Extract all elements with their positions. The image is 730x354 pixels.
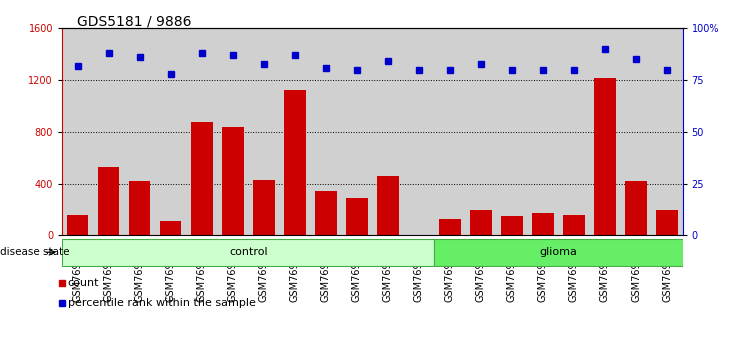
Bar bbox=[377, 176, 399, 235]
Bar bbox=[62, 239, 434, 266]
Bar bbox=[434, 28, 466, 235]
Bar bbox=[310, 28, 342, 235]
Bar bbox=[625, 181, 647, 235]
Bar bbox=[563, 215, 585, 235]
Text: control: control bbox=[229, 247, 267, 257]
Bar bbox=[155, 28, 186, 235]
Bar bbox=[496, 28, 528, 235]
Bar bbox=[253, 180, 274, 235]
Bar bbox=[558, 28, 590, 235]
Bar bbox=[346, 198, 368, 235]
Bar bbox=[93, 28, 124, 235]
Bar bbox=[279, 28, 310, 235]
Bar bbox=[466, 28, 496, 235]
Bar bbox=[590, 28, 620, 235]
Bar bbox=[528, 28, 558, 235]
Bar bbox=[501, 216, 523, 235]
Text: GDS5181 / 9886: GDS5181 / 9886 bbox=[77, 14, 191, 28]
Bar bbox=[248, 28, 279, 235]
Bar bbox=[532, 213, 554, 235]
Text: count: count bbox=[68, 278, 99, 288]
Bar bbox=[124, 28, 155, 235]
Bar bbox=[594, 78, 616, 235]
Bar bbox=[160, 221, 182, 235]
Bar bbox=[284, 91, 306, 235]
Text: glioma: glioma bbox=[539, 247, 577, 257]
Bar bbox=[222, 127, 244, 235]
Bar bbox=[342, 28, 372, 235]
Bar bbox=[652, 28, 683, 235]
Bar bbox=[620, 28, 652, 235]
Bar bbox=[470, 210, 492, 235]
Bar bbox=[186, 28, 218, 235]
Bar bbox=[315, 192, 337, 235]
Bar bbox=[128, 181, 150, 235]
Text: disease state: disease state bbox=[0, 247, 69, 257]
Bar bbox=[98, 167, 120, 235]
Text: percentile rank within the sample: percentile rank within the sample bbox=[68, 298, 256, 308]
Bar bbox=[434, 239, 683, 266]
Bar bbox=[656, 210, 678, 235]
Bar bbox=[372, 28, 404, 235]
Bar bbox=[66, 215, 88, 235]
Bar bbox=[191, 121, 212, 235]
Bar bbox=[404, 28, 434, 235]
Bar bbox=[218, 28, 248, 235]
Bar bbox=[62, 28, 93, 235]
Bar bbox=[439, 218, 461, 235]
